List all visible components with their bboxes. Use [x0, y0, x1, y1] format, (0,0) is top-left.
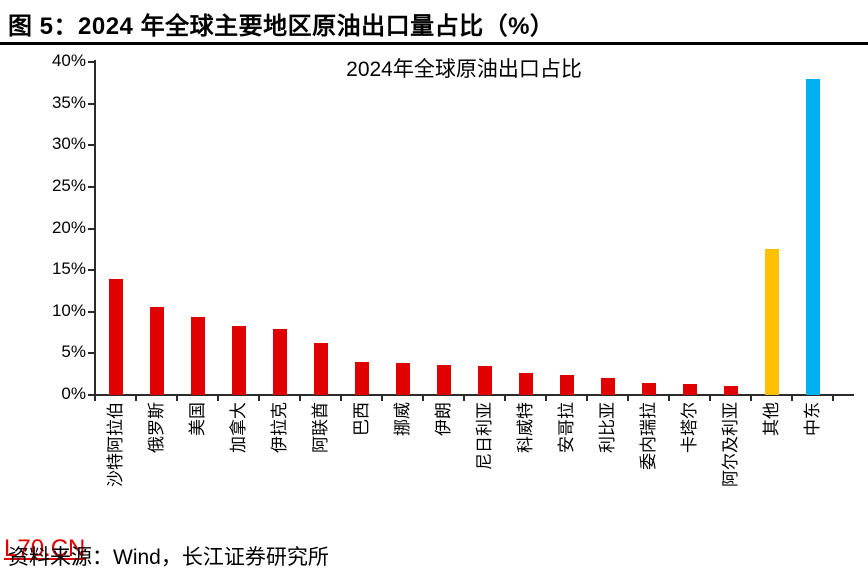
x-tick-14	[668, 395, 670, 401]
bar-美国	[190, 316, 205, 395]
bar-挪威	[395, 363, 410, 395]
x-axis-label-沙特阿拉伯: 沙特阿拉伯	[105, 402, 125, 487]
watermark: L70.CN	[4, 535, 86, 562]
x-axis-label-加拿大: 加拿大	[228, 402, 248, 453]
x-axis-label-挪威: 挪威	[392, 402, 412, 436]
x-axis-label-利比亚: 利比亚	[597, 402, 617, 453]
x-tick-9	[463, 395, 465, 401]
y-tick-10%	[88, 310, 95, 313]
y-tick-5%	[88, 352, 95, 355]
x-axis-label-委内瑞拉: 委内瑞拉	[638, 402, 658, 470]
x-tick-3	[217, 395, 219, 401]
source-note: 资料来源：Wind，长江证券研究所	[8, 546, 329, 569]
x-tick-17	[791, 395, 793, 401]
x-tick-8	[422, 395, 424, 401]
chart-title: 2024年全球原油出口占比	[346, 58, 582, 81]
x-tick-12	[586, 395, 588, 401]
bar-卡塔尔	[682, 384, 697, 395]
y-tick-30%	[88, 144, 95, 147]
x-tick-6	[340, 395, 342, 401]
x-axis-label-伊朗: 伊朗	[433, 402, 453, 436]
plot-area	[95, 62, 833, 395]
y-tick-20%	[88, 227, 95, 230]
bar-巴西	[354, 361, 369, 395]
x-axis-label-科威特: 科威特	[515, 402, 535, 453]
bar-中东	[805, 78, 820, 395]
y-axis-label-35%: 35%	[51, 92, 86, 112]
bar-尼日利亚	[477, 365, 492, 395]
y-tick-25%	[88, 185, 95, 188]
bar-加拿大	[231, 325, 246, 395]
x-axis-label-卡塔尔: 卡塔尔	[679, 402, 699, 453]
x-tick-7	[381, 395, 383, 401]
x-tick-2	[176, 395, 178, 401]
y-axis-label-25%: 25%	[51, 175, 86, 195]
x-tick-0	[94, 395, 96, 401]
y-axis-label-40%: 40%	[51, 51, 86, 70]
y-axis-line	[94, 60, 96, 396]
bar-利比亚	[600, 377, 615, 395]
figure-title: 图 5：2024 年全球主要地区原油出口量占比（%）	[8, 13, 555, 40]
bar-伊朗	[436, 365, 451, 395]
x-axis-label-巴西: 巴西	[351, 402, 371, 436]
x-axis-label-中东: 中东	[802, 402, 822, 436]
x-tick-18	[832, 395, 834, 401]
x-tick-4	[258, 395, 260, 401]
bar-科威特	[518, 372, 533, 395]
x-axis-label-其他: 其他	[761, 402, 781, 436]
x-axis-label-阿尔及利亚: 阿尔及利亚	[720, 402, 740, 487]
y-axis-label-10%: 10%	[51, 300, 86, 320]
y-axis-label-5%: 5%	[61, 342, 86, 362]
y-axis-label-30%: 30%	[51, 134, 86, 154]
bar-俄罗斯	[149, 306, 164, 395]
title-divider	[0, 42, 868, 45]
x-tick-13	[627, 395, 629, 401]
x-tick-16	[750, 395, 752, 401]
y-axis-label-15%: 15%	[51, 259, 86, 279]
x-tick-1	[135, 395, 137, 401]
x-tick-11	[545, 395, 547, 401]
bar-安哥拉	[559, 375, 574, 395]
y-axis-label-0%: 0%	[61, 384, 86, 403]
bar-委内瑞拉	[641, 382, 656, 395]
bar-沙特阿拉伯	[108, 278, 123, 395]
x-axis-label-尼日利亚: 尼日利亚	[474, 402, 494, 470]
y-tick-35%	[88, 102, 95, 105]
y-tick-15%	[88, 269, 95, 272]
y-tick-0%	[88, 394, 95, 396]
x-axis-label-美国: 美国	[187, 402, 207, 436]
x-axis-line	[94, 394, 854, 396]
y-axis-label-20%: 20%	[51, 217, 86, 237]
bar-伊拉克	[272, 329, 287, 395]
y-tick-40%	[88, 61, 95, 63]
x-axis-label-伊拉克: 伊拉克	[269, 402, 289, 453]
x-axis-label-俄罗斯: 俄罗斯	[146, 402, 166, 453]
x-tick-5	[299, 395, 301, 401]
bar-阿尔及利亚	[723, 385, 738, 395]
bar-其他	[764, 249, 779, 395]
x-axis-label-阿联酋: 阿联酋	[310, 402, 330, 453]
x-axis-label-安哥拉: 安哥拉	[556, 402, 576, 453]
bar-阿联酋	[313, 342, 328, 395]
x-tick-15	[709, 395, 711, 401]
x-tick-10	[504, 395, 506, 401]
